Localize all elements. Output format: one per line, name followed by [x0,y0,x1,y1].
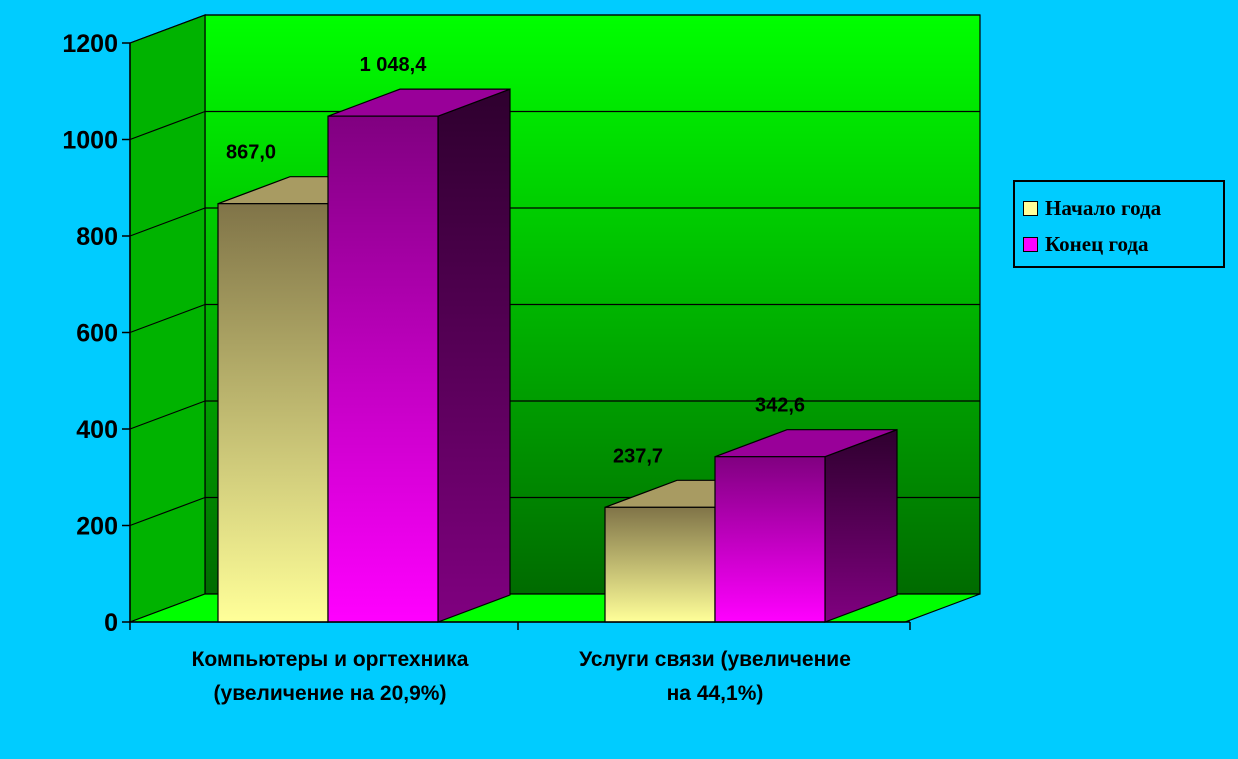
y-tick-label: 400 [76,416,118,444]
y-tick-label: 600 [76,320,118,348]
y-tick-label: 1000 [62,127,118,155]
bar [327,115,439,623]
y-tick-label: 1200 [62,30,118,58]
data-label: 342,6 [755,395,805,417]
data-label: 237,7 [613,445,663,467]
bar [217,203,329,623]
legend-item-end: Конец года [1023,226,1223,262]
side-gridline [129,400,206,430]
legend-swatch-end [1023,236,1038,252]
side-gridline [129,303,206,334]
side-gridline [129,207,206,237]
x-tick-label: Компьютеры и оргтехника [192,648,469,671]
bar-side [824,428,898,623]
y-tick-label: 800 [76,223,118,251]
bar [714,456,826,623]
bar [604,506,716,623]
data-label: 867,0 [226,142,276,164]
data-label: 1 048,4 [360,54,428,76]
legend-swatch-start [1023,200,1038,216]
x-tick-label: (увеличение на 20,9%) [214,682,447,705]
x-tick-label: Услуги связи (увеличение [579,648,851,671]
y-tick-label: 0 [104,609,118,637]
legend-label-end: Конец года [1045,231,1149,256]
bar-side [437,88,511,623]
side-gridline [129,496,206,527]
side-gridline [129,14,206,44]
legend-label-start: Начало года [1045,195,1162,220]
x-tick-label: на 44,1%) [667,682,764,705]
side-gridline [129,110,206,141]
legend: Начало года Конец года [1013,180,1225,268]
y-tick-label: 200 [76,513,118,541]
legend-item-start: Начало года [1023,190,1223,226]
